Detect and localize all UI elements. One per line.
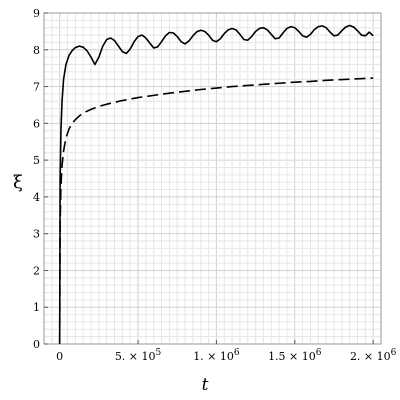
y-tick-label: 8 xyxy=(33,44,40,57)
y-tick-label: 3 xyxy=(33,228,40,241)
grid xyxy=(43,12,382,345)
y-axis-label: ξ xyxy=(13,172,23,193)
x-tick-exponent: 5 xyxy=(156,348,162,358)
x-tick-label: 1. × 106 xyxy=(193,348,240,363)
y-tick-label: 2 xyxy=(33,264,40,277)
plot-frame xyxy=(43,12,382,345)
y-tick-label: 0 xyxy=(33,338,40,351)
x-tick-exponent: 6 xyxy=(391,348,397,358)
plot-border xyxy=(43,12,382,345)
x-tick-exponent: 6 xyxy=(234,348,240,358)
y-tick-label: 1 xyxy=(33,301,40,314)
x-tick-label: 0 xyxy=(56,350,63,363)
x-tick-label: 5. × 105 xyxy=(115,348,162,363)
series-line-dashed xyxy=(58,77,374,345)
y-tick-label: 4 xyxy=(33,191,40,204)
x-tick-exponent: 6 xyxy=(316,348,322,358)
axis-ticks: 0 1 2 3 4 5 6 7 8 9 0 5. × 105 1. × 106 1.5 × 106 2. ×… xyxy=(33,7,397,363)
series-line-solid xyxy=(58,24,374,345)
y-tick-label: 7 xyxy=(33,81,40,94)
x-tick-label: 1.5 × 106 xyxy=(268,348,322,363)
y-tick-label: 9 xyxy=(33,7,40,20)
series-group xyxy=(58,24,374,345)
y-tick-label: 6 xyxy=(33,117,40,130)
x-axis-label: t xyxy=(202,375,209,395)
x-tick-label: 2. × 106 xyxy=(350,348,397,363)
y-tick-label: 5 xyxy=(33,154,40,167)
